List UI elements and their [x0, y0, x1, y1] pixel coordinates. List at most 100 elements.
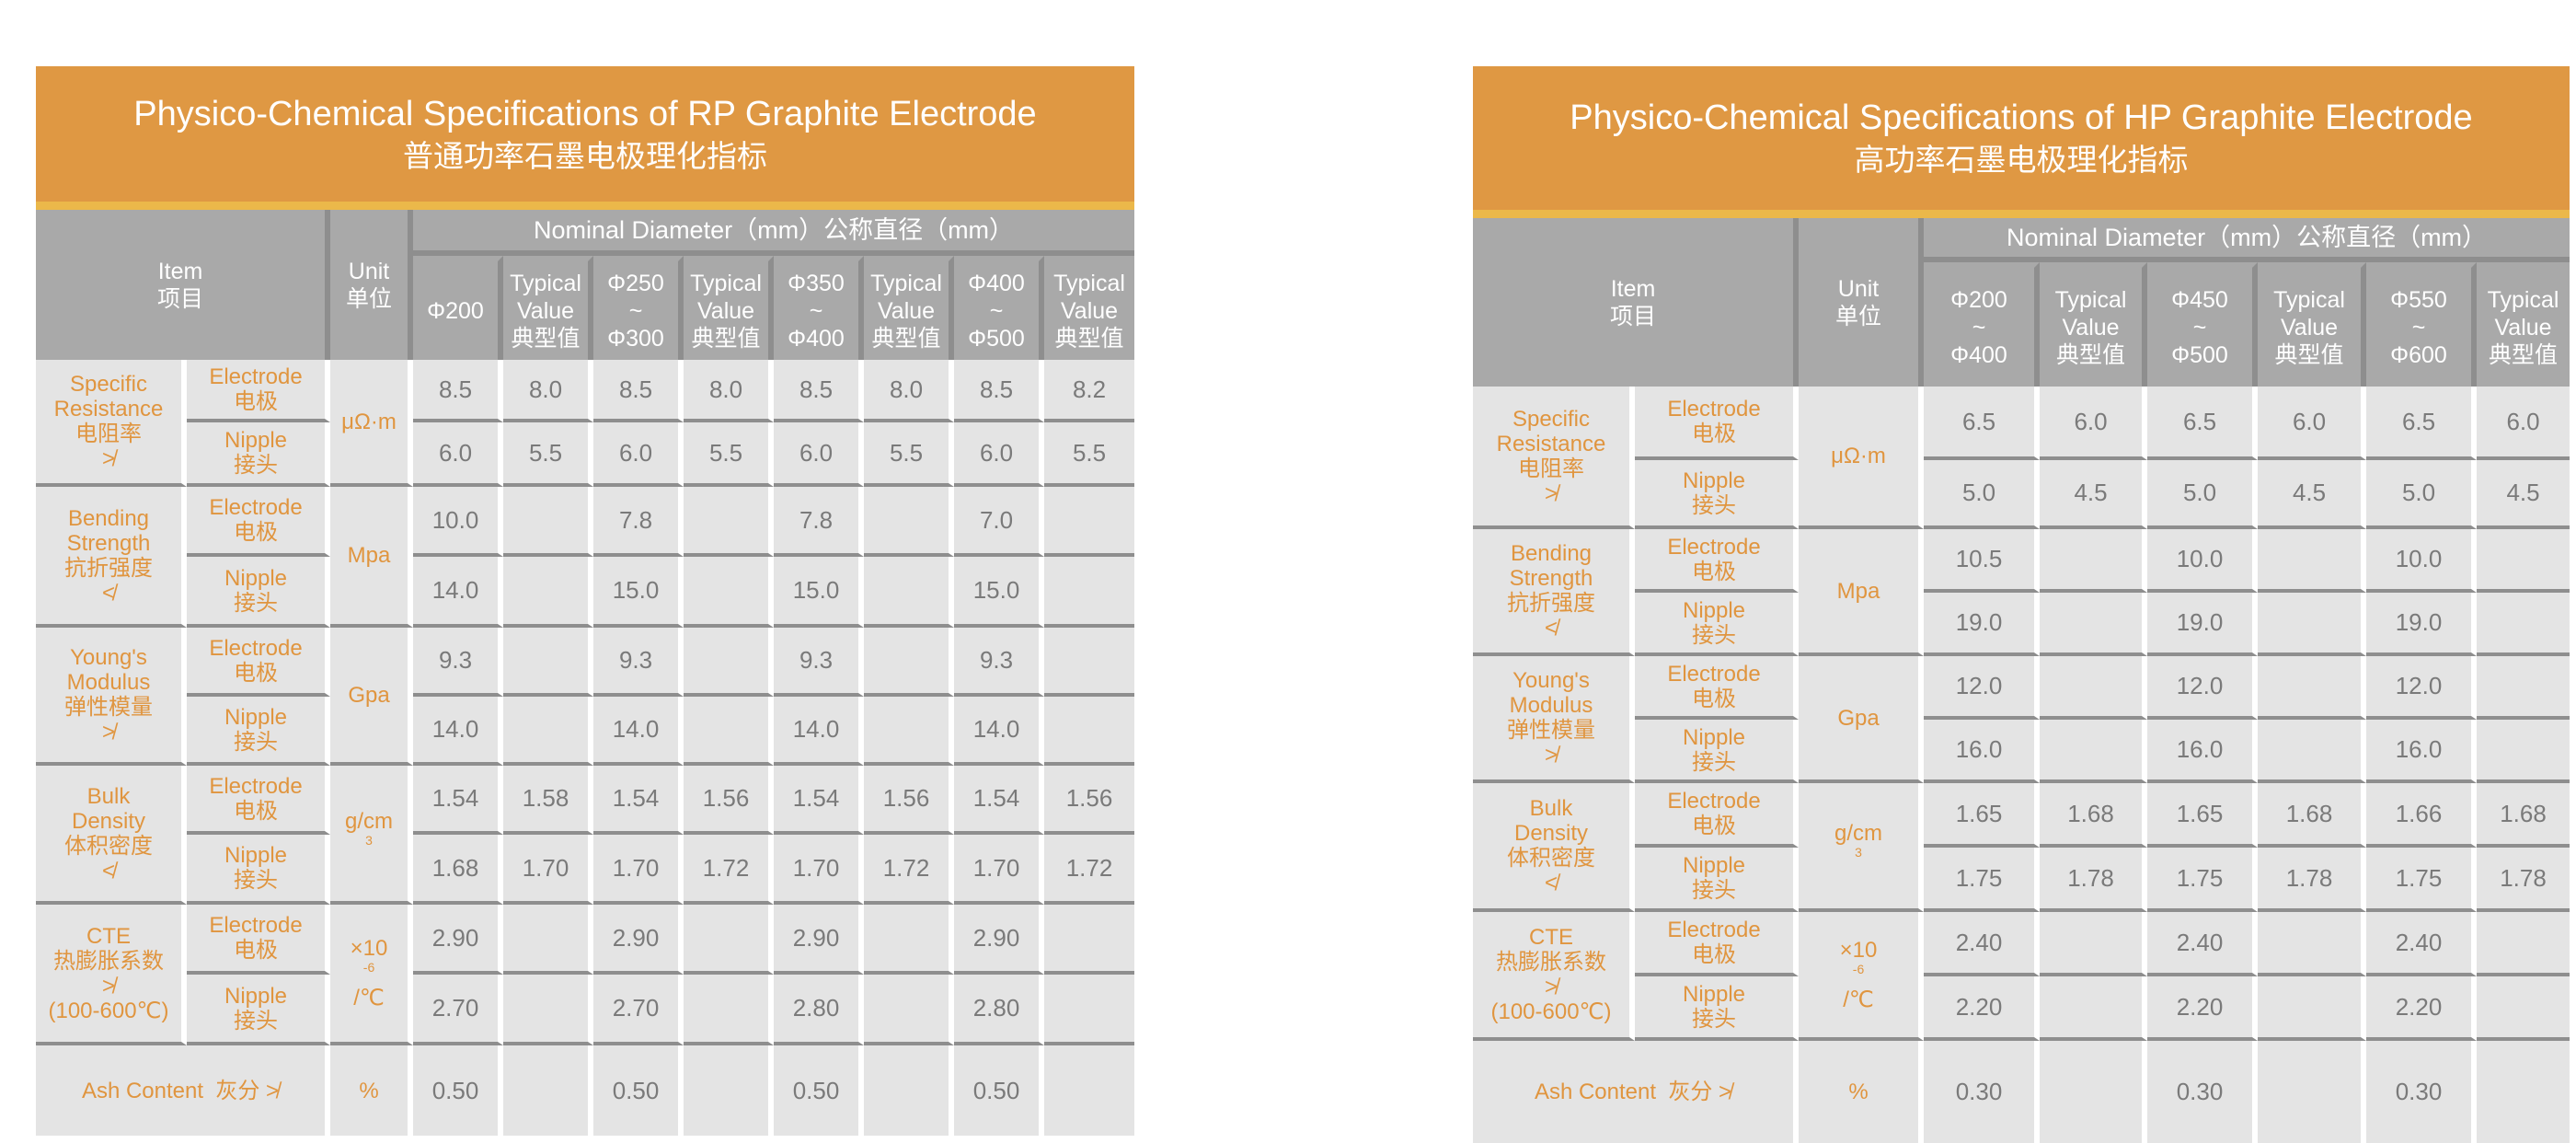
column-header: Typical Value 典型值 [503, 256, 594, 360]
value-cell: 7.8 [593, 487, 684, 557]
value-cell: 1.72 [684, 835, 775, 905]
component-label: Nipple 接头 [1635, 593, 1800, 656]
column-header-line: Value [696, 297, 755, 324]
column-header-line: Value [1060, 297, 1119, 324]
value-cell [2040, 976, 2148, 1041]
title-chinese: 普通功率石墨电极理化指标 [403, 138, 767, 173]
property-name: Bending Strength 抗折强度 ≮ [36, 487, 187, 628]
unit-superscript: 3 [365, 832, 373, 848]
value-cell [1044, 557, 1135, 628]
unit-base: ×10 [350, 936, 388, 961]
unit-cell: Gpa [330, 628, 414, 766]
value-cell: 4.5 [2477, 460, 2570, 529]
ash-content-row: Ash Content 灰分 ≯ % 0.50 0.50 0.50 0.50 [36, 1045, 1135, 1136]
value-cell: 6.5 [2147, 387, 2259, 460]
table-row: Nipple 接头 2.70 2.70 2.80 2.80 [36, 975, 1135, 1045]
value-cell [2477, 720, 2570, 783]
value-cell: 6.0 [2258, 387, 2367, 460]
table-row: Bending Strength 抗折强度 ≮ Electrode 电极 Mpa 10.0 7.… [36, 487, 1135, 628]
property-name-line: 电阻率 [75, 421, 142, 446]
property-name-line: (100-600℃) [1490, 999, 1612, 1024]
value-cell: 2.40 [2147, 912, 2259, 976]
value-cell: 14.0 [774, 697, 865, 766]
column-header: Typical Value 典型值 [2040, 262, 2148, 387]
column-header-row: Φ200 Typical Value 典型值 Φ250 ~ Φ300 Typical Value… [36, 256, 1135, 360]
value-cell [2477, 529, 2570, 593]
nominal-diameter-header: Nominal Diameter（mm）公称直径（mm） [1924, 218, 2570, 262]
value-cell: 1.56 [1044, 766, 1135, 835]
property-name-line: 弹性模量 [64, 695, 153, 720]
component-label-en: Nipple [224, 843, 288, 868]
component-label: Nipple 接头 [1635, 460, 1800, 529]
property-name-line: ≯ [101, 720, 115, 745]
item-header: Item 项目 [1473, 218, 1800, 387]
property-name: Bending Strength 抗折强度 ≮ [1473, 529, 1635, 656]
property-name-line: Resistance [53, 397, 164, 421]
table-row: CTE 热膨胀系数 ≯ (100-600℃) Electrode 电极 ×10 -6/℃ 2.9… [36, 905, 1135, 1045]
component-label-en: Nipple [1682, 597, 1746, 623]
column-header-line: Typical [2487, 286, 2559, 313]
component-label-cn: 电极 [234, 520, 278, 545]
table-title-banner: Physico-Chemical Specifications of HP Gr… [1473, 66, 2570, 210]
property-name-line: ≮ [101, 580, 115, 606]
component-label: Nipple 接头 [187, 697, 331, 766]
component-label-en: Electrode [209, 495, 303, 520]
value-cell: 0.30 [2147, 1041, 2259, 1143]
value-cell: 5.5 [1044, 422, 1135, 487]
component-label-cn: 电极 [234, 660, 278, 686]
unit-cell: μΩ·m [1799, 387, 1925, 529]
column-header-line: ~ [2192, 314, 2207, 341]
value-cell: 2.80 [954, 975, 1045, 1045]
column-header-line: Φ350 [788, 270, 845, 296]
component-label: Nipple 接头 [187, 557, 331, 628]
column-header-line: Φ500 [968, 325, 1025, 352]
component-label: Electrode 电极 [1635, 387, 1800, 460]
value-cell: 16.0 [2366, 720, 2478, 783]
value-cell: 15.0 [774, 557, 865, 628]
value-cell: 1.56 [864, 766, 955, 835]
value-cell: 7.8 [774, 487, 865, 557]
component-label-en: Electrode [1667, 789, 1761, 814]
item-header: Item 项目 [36, 210, 331, 360]
value-cell [684, 1045, 775, 1136]
component-label: Nipple 接头 [187, 835, 331, 905]
column-header-line: ~ [2411, 314, 2426, 341]
value-cell [864, 905, 955, 975]
unit-header: Unit 单位 [1799, 218, 1925, 387]
value-cell: 9.3 [413, 628, 504, 697]
property-name-line: ≯ [1544, 975, 1558, 999]
value-cell: 10.0 [2366, 529, 2478, 593]
component-label: Nipple 接头 [1635, 848, 1800, 912]
value-cell: 6.0 [774, 422, 865, 487]
value-cell: 4.5 [2040, 460, 2148, 529]
property-name: CTE 热膨胀系数 ≯ (100-600℃) [36, 905, 187, 1045]
property-name-line: ≯ [1544, 743, 1558, 768]
component-label-cn: 接头 [1692, 622, 1736, 648]
unit-cell: Gpa [1799, 656, 1925, 783]
value-cell: 0.50 [774, 1045, 865, 1136]
column-header-line: 典型值 [511, 325, 581, 352]
property-name-line: Strength [1509, 566, 1593, 591]
unit-base: Mpa [347, 543, 391, 568]
accent-stripe [36, 202, 1134, 210]
value-cell: 1.70 [593, 835, 684, 905]
value-cell: 0.30 [1924, 1041, 2041, 1143]
property-name: Young's Modulus 弹性模量 ≯ [36, 628, 187, 766]
column-header-line: Value [2494, 314, 2552, 341]
value-cell: 8.0 [864, 360, 955, 422]
value-cell: 12.0 [2147, 656, 2259, 720]
property-name-line: Bending [1510, 541, 1593, 566]
column-header: Typical Value 典型值 [2477, 262, 2570, 387]
value-cell: 19.0 [1924, 593, 2041, 656]
value-cell: 2.40 [1924, 912, 2041, 976]
value-cell: 2.90 [774, 905, 865, 975]
column-header-line: 典型值 [691, 325, 761, 352]
column-header-line: Φ600 [2390, 341, 2447, 368]
component-label-cn: 接头 [234, 1008, 278, 1033]
value-cell: 14.0 [413, 557, 504, 628]
spec-grid: Item 项目 Unit 单位 Nominal Diameter（mm）公称直径（m… [1473, 218, 2570, 1143]
column-header-line: Value [516, 297, 575, 324]
value-cell: 5.0 [2366, 460, 2478, 529]
value-cell [2040, 1041, 2148, 1143]
value-cell [2258, 720, 2367, 783]
